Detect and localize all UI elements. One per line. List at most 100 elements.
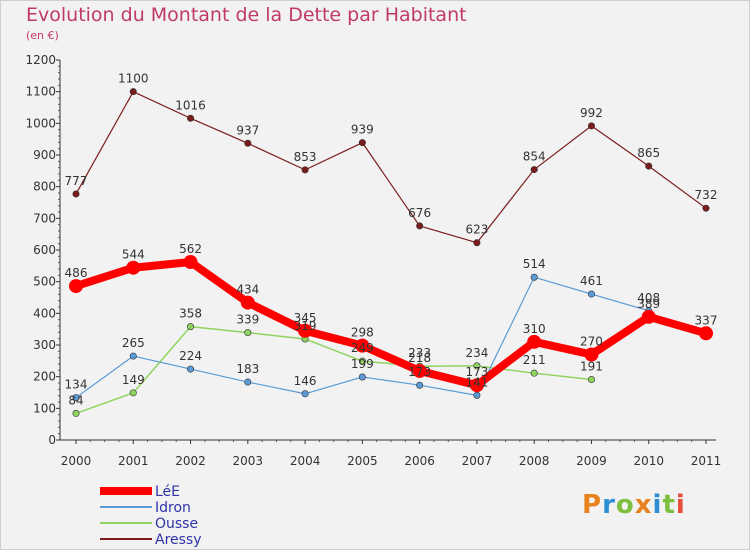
x-tick-label: 2004 [290, 454, 321, 468]
x-tick-label: 2005 [347, 454, 378, 468]
series-line [75, 91, 707, 244]
data-label: 854 [523, 150, 546, 164]
proxiti-logo: Proxiti [582, 490, 686, 520]
data-label: 298 [351, 326, 374, 340]
chart-title: Evolution du Montant de la Dette par Hab… [26, 4, 467, 26]
data-label: 544 [122, 248, 145, 262]
data-point [183, 255, 198, 270]
data-label: 173 [408, 365, 431, 379]
series-line [75, 325, 593, 415]
x-tick-label: 2006 [404, 454, 435, 468]
data-point [187, 365, 195, 373]
logo-letter: P [582, 490, 603, 520]
y-tick-label: 0 [48, 433, 56, 447]
data-label: 1100 [118, 72, 149, 86]
y-tick-label: 400 [33, 306, 56, 320]
data-point [298, 323, 313, 338]
series-line [72, 258, 710, 390]
data-point [530, 369, 538, 377]
data-label: 141 [465, 375, 488, 389]
data-point [301, 390, 309, 398]
chart-unit: (en €) [26, 29, 59, 42]
data-point [244, 139, 252, 147]
legend-label: Ousse [155, 516, 198, 532]
data-label: 389 [637, 297, 660, 311]
data-point [469, 378, 484, 393]
data-point [126, 260, 141, 275]
logo-letter: i [675, 490, 686, 520]
x-tick-label: 2007 [462, 454, 493, 468]
data-label: 149 [122, 373, 145, 387]
data-label: 310 [523, 322, 546, 336]
logo-letter: o [615, 490, 635, 520]
x-tick-label: 2001 [118, 454, 149, 468]
data-label: 345 [294, 311, 317, 325]
data-point [527, 334, 542, 349]
data-label: 358 [179, 307, 202, 321]
data-label: 270 [580, 335, 603, 349]
x-tick-label: 2000 [61, 454, 92, 468]
data-point [473, 239, 481, 247]
logo-letter: x [634, 490, 653, 520]
data-point [641, 309, 656, 324]
data-label: 265 [122, 336, 145, 350]
logo-letter: r [602, 490, 616, 520]
legend-label: Idron [155, 500, 191, 516]
data-label: 732 [695, 188, 718, 202]
data-label: 218 [408, 351, 431, 365]
y-tick-label: 1000 [25, 116, 56, 130]
data-point [129, 352, 137, 360]
y-tick-label: 800 [33, 180, 56, 194]
data-label: 339 [236, 313, 259, 327]
data-point [358, 139, 366, 147]
data-label: 191 [580, 360, 603, 374]
data-point [355, 338, 370, 353]
data-point [587, 290, 595, 298]
data-point [72, 190, 80, 198]
data-label: 199 [351, 357, 374, 371]
data-point [587, 122, 595, 130]
data-label: 233 [408, 346, 431, 360]
data-label: 84 [68, 393, 83, 407]
data-point [473, 362, 481, 370]
data-point [240, 295, 255, 310]
logo-letter: i [652, 490, 663, 520]
data-label: 434 [236, 283, 259, 297]
data-point [358, 357, 366, 365]
data-point [72, 409, 80, 417]
data-point [129, 389, 137, 397]
data-point [129, 88, 137, 96]
legend-label: Aressy [155, 532, 202, 548]
data-point [72, 394, 80, 402]
data-label: 676 [408, 206, 431, 220]
data-point [412, 363, 427, 378]
data-label: 1016 [175, 98, 206, 112]
data-point [416, 222, 424, 230]
x-tick-label: 2010 [633, 454, 664, 468]
legend-label: LéE [155, 484, 180, 500]
data-point [530, 273, 538, 281]
data-point [473, 391, 481, 399]
data-label: 183 [236, 362, 259, 376]
data-label: 234 [465, 346, 488, 360]
data-point [358, 373, 366, 381]
data-label: 408 [637, 291, 660, 305]
data-label: 146 [294, 374, 317, 388]
logo-letter: t [662, 490, 676, 520]
data-label: 224 [179, 349, 202, 363]
y-tick-label: 1200 [25, 53, 56, 67]
data-label: 319 [294, 319, 317, 333]
x-tick-label: 2008 [519, 454, 550, 468]
x-tick-label: 2011 [691, 454, 722, 468]
data-label: 249 [351, 341, 374, 355]
data-label: 562 [179, 242, 202, 256]
y-tick-label: 700 [33, 211, 56, 225]
data-point [584, 347, 599, 362]
data-point [702, 204, 710, 212]
data-label: 939 [351, 123, 374, 137]
data-point [699, 326, 713, 341]
data-point [187, 114, 195, 122]
data-point [187, 323, 195, 331]
